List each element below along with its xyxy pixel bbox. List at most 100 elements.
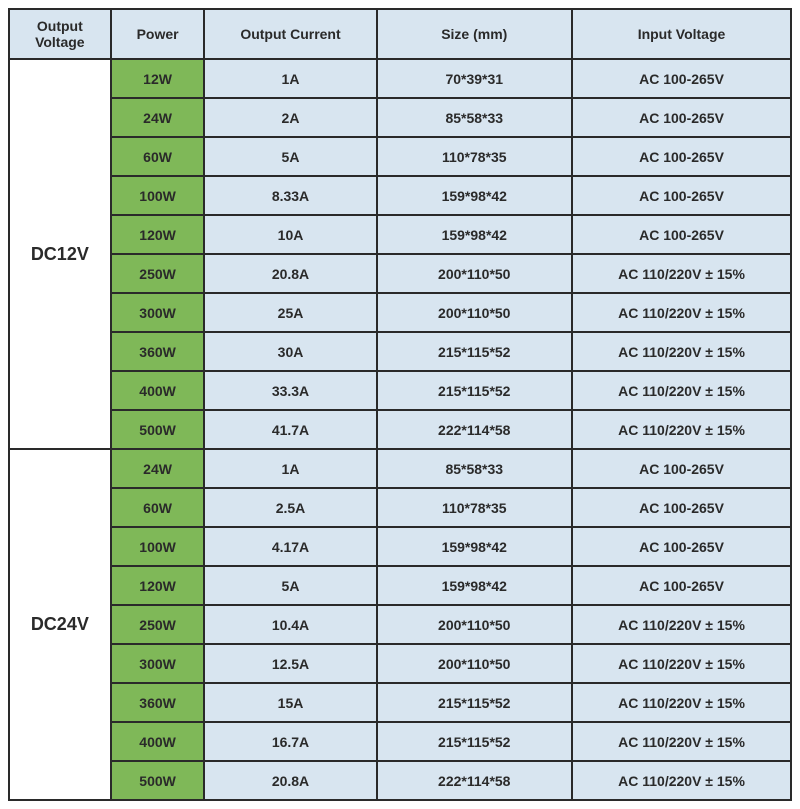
power-cell: 400W (111, 722, 205, 761)
size-cell: 200*110*50 (377, 605, 573, 644)
power-cell: 360W (111, 683, 205, 722)
table-row: 100W4.17A159*98*42AC 100-265V (9, 527, 791, 566)
table-row: 120W5A159*98*42AC 100-265V (9, 566, 791, 605)
size-cell: 215*115*52 (377, 722, 573, 761)
current-cell: 12.5A (204, 644, 376, 683)
size-cell: 215*115*52 (377, 332, 573, 371)
size-cell: 85*58*33 (377, 449, 573, 488)
table-row: 400W33.3A215*115*52AC 110/220V ± 15% (9, 371, 791, 410)
table-row: 120W10A159*98*42AC 100-265V (9, 215, 791, 254)
input-voltage-cell: AC 100-265V (572, 59, 791, 98)
table-header-row: Output Voltage Power Output Current Size… (9, 9, 791, 59)
table-row: 100W8.33A159*98*42AC 100-265V (9, 176, 791, 215)
current-cell: 30A (204, 332, 376, 371)
input-voltage-cell: AC 110/220V ± 15% (572, 332, 791, 371)
current-cell: 10A (204, 215, 376, 254)
power-cell: 12W (111, 59, 205, 98)
power-cell: 100W (111, 176, 205, 215)
voltage-cell: DC12V (9, 59, 111, 449)
size-cell: 110*78*35 (377, 137, 573, 176)
power-cell: 100W (111, 527, 205, 566)
input-voltage-cell: AC 100-265V (572, 215, 791, 254)
power-cell: 24W (111, 449, 205, 488)
current-cell: 2A (204, 98, 376, 137)
current-cell: 1A (204, 449, 376, 488)
power-cell: 250W (111, 605, 205, 644)
current-cell: 8.33A (204, 176, 376, 215)
power-cell: 400W (111, 371, 205, 410)
current-cell: 4.17A (204, 527, 376, 566)
current-cell: 41.7A (204, 410, 376, 449)
current-cell: 20.8A (204, 254, 376, 293)
input-voltage-cell: AC 110/220V ± 15% (572, 371, 791, 410)
size-cell: 200*110*50 (377, 254, 573, 293)
table-row: 500W41.7A222*114*58AC 110/220V ± 15% (9, 410, 791, 449)
table-row: 60W2.5A110*78*35AC 100-265V (9, 488, 791, 527)
power-cell: 60W (111, 137, 205, 176)
size-cell: 70*39*31 (377, 59, 573, 98)
size-cell: 222*114*58 (377, 761, 573, 800)
input-voltage-cell: AC 100-265V (572, 137, 791, 176)
table-row: 24W2A85*58*33AC 100-265V (9, 98, 791, 137)
power-cell: 120W (111, 215, 205, 254)
input-voltage-cell: AC 110/220V ± 15% (572, 683, 791, 722)
current-cell: 15A (204, 683, 376, 722)
power-supply-spec-table: Output Voltage Power Output Current Size… (8, 8, 792, 801)
table-row: 250W10.4A200*110*50AC 110/220V ± 15% (9, 605, 791, 644)
header-size: Size (mm) (377, 9, 573, 59)
table-row: 360W15A215*115*52AC 110/220V ± 15% (9, 683, 791, 722)
size-cell: 159*98*42 (377, 527, 573, 566)
power-cell: 24W (111, 98, 205, 137)
size-cell: 200*110*50 (377, 644, 573, 683)
table-row: 250W20.8A200*110*50AC 110/220V ± 15% (9, 254, 791, 293)
input-voltage-cell: AC 110/220V ± 15% (572, 644, 791, 683)
current-cell: 25A (204, 293, 376, 332)
table-row: 60W5A110*78*35AC 100-265V (9, 137, 791, 176)
power-cell: 300W (111, 644, 205, 683)
size-cell: 215*115*52 (377, 683, 573, 722)
current-cell: 1A (204, 59, 376, 98)
current-cell: 16.7A (204, 722, 376, 761)
input-voltage-cell: AC 110/220V ± 15% (572, 293, 791, 332)
input-voltage-cell: AC 100-265V (572, 176, 791, 215)
power-cell: 500W (111, 761, 205, 800)
input-voltage-cell: AC 100-265V (572, 527, 791, 566)
current-cell: 5A (204, 137, 376, 176)
power-cell: 500W (111, 410, 205, 449)
size-cell: 159*98*42 (377, 566, 573, 605)
input-voltage-cell: AC 110/220V ± 15% (572, 761, 791, 800)
header-power: Power (111, 9, 205, 59)
power-cell: 300W (111, 293, 205, 332)
input-voltage-cell: AC 100-265V (572, 449, 791, 488)
table-row: 360W30A215*115*52AC 110/220V ± 15% (9, 332, 791, 371)
input-voltage-cell: AC 100-265V (572, 566, 791, 605)
table-row: 300W25A200*110*50AC 110/220V ± 15% (9, 293, 791, 332)
table-row: 400W16.7A215*115*52AC 110/220V ± 15% (9, 722, 791, 761)
header-output-current: Output Current (204, 9, 376, 59)
table-row: DC24V24W1A85*58*33AC 100-265V (9, 449, 791, 488)
current-cell: 5A (204, 566, 376, 605)
current-cell: 33.3A (204, 371, 376, 410)
size-cell: 110*78*35 (377, 488, 573, 527)
table-body: DC12V12W1A70*39*31AC 100-265V24W2A85*58*… (9, 59, 791, 800)
power-cell: 360W (111, 332, 205, 371)
voltage-cell: DC24V (9, 449, 111, 800)
input-voltage-cell: AC 100-265V (572, 488, 791, 527)
current-cell: 2.5A (204, 488, 376, 527)
table-row: 300W12.5A200*110*50AC 110/220V ± 15% (9, 644, 791, 683)
current-cell: 10.4A (204, 605, 376, 644)
size-cell: 222*114*58 (377, 410, 573, 449)
header-input-voltage: Input Voltage (572, 9, 791, 59)
input-voltage-cell: AC 100-265V (572, 98, 791, 137)
input-voltage-cell: AC 110/220V ± 15% (572, 722, 791, 761)
size-cell: 159*98*42 (377, 215, 573, 254)
size-cell: 85*58*33 (377, 98, 573, 137)
input-voltage-cell: AC 110/220V ± 15% (572, 410, 791, 449)
header-output-voltage: Output Voltage (9, 9, 111, 59)
input-voltage-cell: AC 110/220V ± 15% (572, 254, 791, 293)
power-cell: 250W (111, 254, 205, 293)
table-row: 500W20.8A222*114*58AC 110/220V ± 15% (9, 761, 791, 800)
input-voltage-cell: AC 110/220V ± 15% (572, 605, 791, 644)
power-cell: 60W (111, 488, 205, 527)
table-row: DC12V12W1A70*39*31AC 100-265V (9, 59, 791, 98)
